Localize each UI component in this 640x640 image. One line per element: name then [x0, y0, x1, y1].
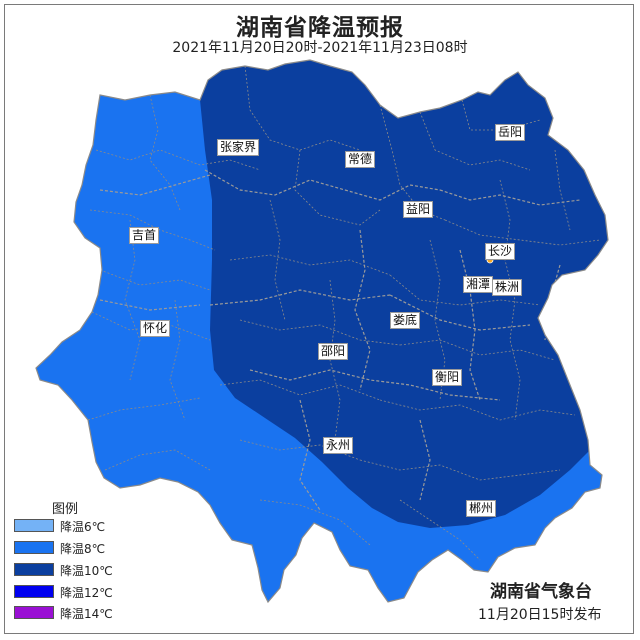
- city-label-changsha: 长沙: [485, 243, 516, 260]
- city-label-changde: 常德: [345, 151, 376, 168]
- legend-swatch: [14, 606, 54, 619]
- city-label-shaoyang: 邵阳: [318, 343, 349, 360]
- city-label-xiangtan: 湘潭: [463, 276, 494, 293]
- legend: 图例 降温6℃ 降温8℃ 降温10℃ 降温12℃ 降温14℃: [14, 498, 164, 626]
- city-label-yueyang: 岳阳: [495, 124, 526, 141]
- city-label-loudi: 娄底: [390, 312, 421, 329]
- prefecture-borders: [99, 169, 581, 511]
- city-label-zhuzhou: 株洲: [492, 279, 523, 296]
- city-label-hengyang: 衡阳: [432, 369, 463, 386]
- map-title: 湖南省降温预报: [236, 15, 404, 41]
- city-label-jishou: 吉首: [129, 227, 160, 244]
- city-label-yiyang: 益阳: [403, 201, 434, 218]
- city-label-huaihua: 怀化: [140, 320, 171, 337]
- issued-time: 11月20日15时发布: [478, 607, 602, 623]
- city-label-yongzhou: 永州: [323, 437, 354, 454]
- legend-label: 降温12℃: [60, 586, 113, 600]
- legend-swatch: [14, 541, 54, 554]
- cooling-zone-10: [195, 60, 608, 528]
- map-subtitle: 2021年11月20日20时-2021年11月23日08时: [172, 40, 468, 56]
- legend-swatch: [14, 519, 54, 532]
- legend-swatch: [14, 563, 54, 576]
- legend-swatch: [14, 585, 54, 598]
- city-label-zhangjiajie: 张家界: [217, 139, 260, 156]
- legend-label: 降温8℃: [60, 542, 106, 556]
- legend-title: 图例: [52, 502, 79, 517]
- legend-label: 降温14℃: [60, 607, 113, 621]
- legend-label: 降温6℃: [60, 520, 106, 534]
- city-label-chenzhou: 郴州: [466, 500, 497, 517]
- map-frame: [4, 4, 634, 634]
- legend-label: 降温10℃: [60, 564, 113, 578]
- issuer-name: 湖南省气象台: [490, 582, 592, 602]
